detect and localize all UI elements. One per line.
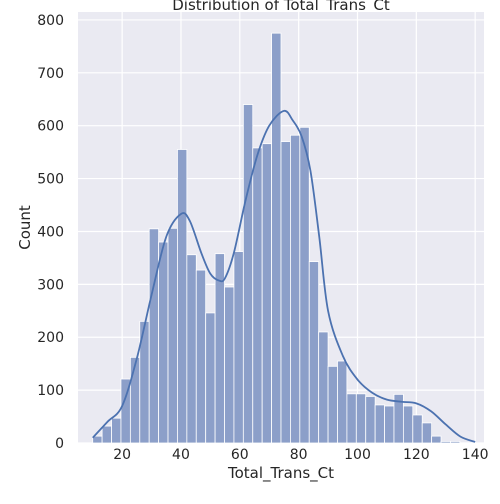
histogram-bar xyxy=(101,425,112,444)
histogram-bar xyxy=(308,261,320,444)
y-tick-label: 500 xyxy=(37,172,64,188)
histogram-bar xyxy=(186,254,197,444)
histogram-bar xyxy=(318,331,329,444)
histogram-bar xyxy=(290,134,301,444)
y-tick-label: 300 xyxy=(37,277,64,293)
histogram-bar xyxy=(355,393,367,444)
x-tick-label: 140 xyxy=(462,447,489,463)
histogram-bar xyxy=(337,360,348,444)
histogram-bar xyxy=(224,286,235,444)
histogram-bar xyxy=(299,126,310,444)
histogram-bar xyxy=(158,241,169,444)
histogram-bar xyxy=(177,149,188,444)
x-tick-label: 20 xyxy=(113,447,131,463)
histogram-bar xyxy=(242,104,254,444)
histogram-bar xyxy=(111,417,122,444)
histogram-bar xyxy=(252,147,263,444)
histogram-bar xyxy=(374,404,385,444)
histogram-bar xyxy=(402,405,414,444)
y-tick-label: 600 xyxy=(37,119,64,135)
histogram-bar xyxy=(271,32,282,444)
histogram-bar xyxy=(412,414,423,444)
kde-curve xyxy=(92,109,476,443)
x-tick-label: 80 xyxy=(290,447,308,463)
histogram-bar xyxy=(346,393,357,444)
y-tick-label: 700 xyxy=(37,66,64,82)
histogram-bar xyxy=(365,396,376,444)
chart-title: Distribution of Total_Trans_Ct xyxy=(172,0,390,15)
histogram-bars xyxy=(92,32,461,444)
histogram-bar xyxy=(233,251,244,444)
x-tick-label: 40 xyxy=(172,447,190,463)
histogram-bar xyxy=(280,141,291,444)
y-tick-label: 0 xyxy=(55,436,64,452)
histogram-bar xyxy=(148,228,160,444)
histogram-bar xyxy=(214,253,225,444)
histogram-bar xyxy=(261,143,272,444)
histogram-bar xyxy=(440,441,451,444)
histogram-bar xyxy=(129,356,141,444)
x-axis-ticks: 20 40 60 80 100 120 140 xyxy=(113,447,488,463)
x-axis-label: Total_Trans_Ct xyxy=(227,464,334,483)
histogram-bar xyxy=(205,312,216,444)
y-axis-label: Count xyxy=(16,205,34,250)
y-tick-label: 100 xyxy=(37,383,64,399)
histogram-bar xyxy=(327,365,338,444)
histogram-bar xyxy=(384,405,395,444)
y-tick-label: 200 xyxy=(37,330,64,346)
x-tick-label: 100 xyxy=(344,447,371,463)
y-axis-ticks: 0 100 200 300 400 500 600 700 800 xyxy=(37,13,64,452)
histogram-bar xyxy=(195,269,207,444)
y-tick-label: 800 xyxy=(37,13,64,29)
histogram-bar xyxy=(450,441,461,444)
histogram-bar xyxy=(421,422,433,444)
histogram-bar xyxy=(167,227,178,444)
y-tick-label: 400 xyxy=(37,224,64,240)
x-tick-label: 120 xyxy=(403,447,430,463)
x-tick-label: 60 xyxy=(231,447,249,463)
histogram-bar xyxy=(431,435,442,444)
